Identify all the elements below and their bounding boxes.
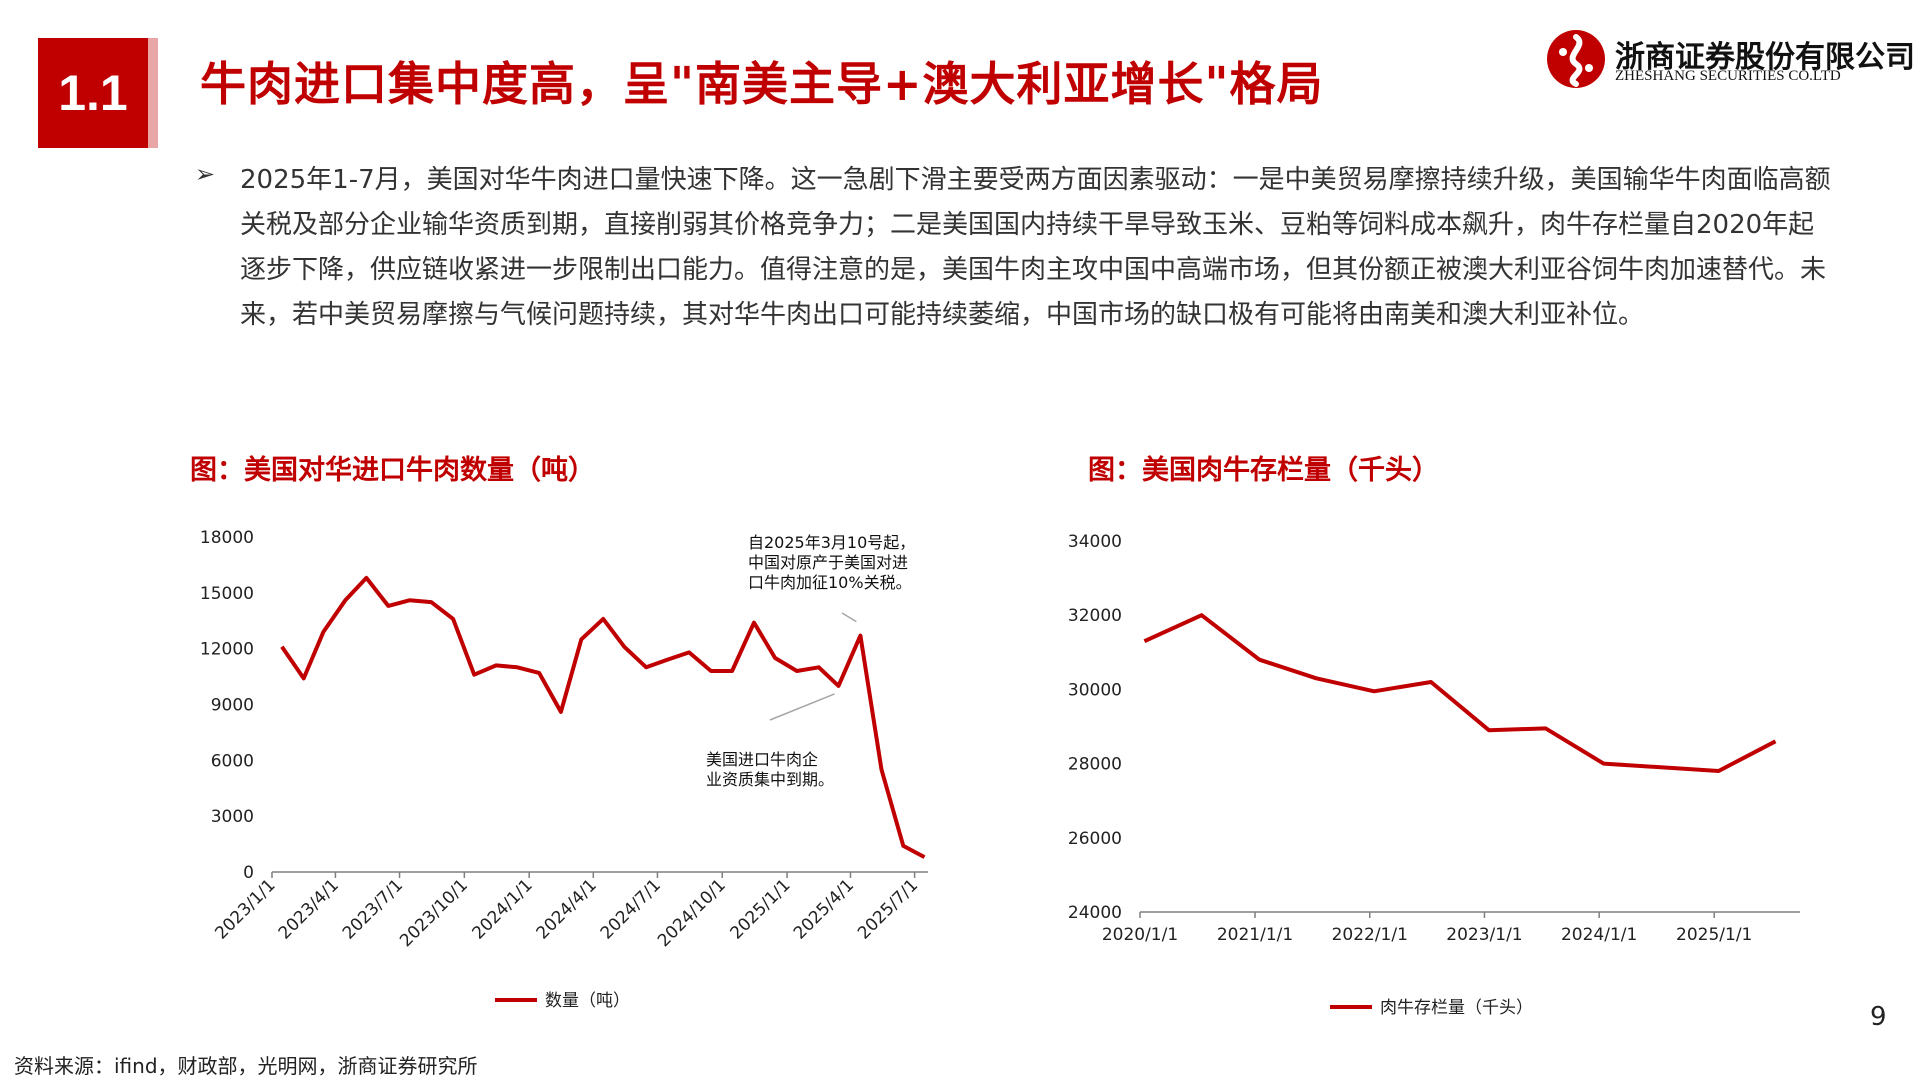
chart2-y-tick-0: 24000 xyxy=(1068,903,1122,923)
chart2-y-tick-3: 30000 xyxy=(1068,680,1122,700)
chart1-annotation-qualification-line-0: 美国进口牛肉企 xyxy=(706,750,818,769)
chart2-legend-label: 肉牛存栏量（千头） xyxy=(1380,998,1533,1018)
chart1-y-tick-6: 18000 xyxy=(200,528,254,548)
chart2-x-tick-2: 2022/1/1 xyxy=(1332,925,1408,945)
section-number: 1.1 xyxy=(58,65,128,121)
chart1-annotation-tariff-line-2: 口牛肉加征10%关税。 xyxy=(748,573,912,592)
chart2-x-tick-1: 2021/1/1 xyxy=(1217,925,1293,945)
page-title: 牛肉进口集中度高，呈"南美主导+澳大利亚增长"格局 xyxy=(200,57,1324,111)
section-badge: 1.1 xyxy=(38,38,148,148)
chart1-x-tick-9: 2025/4/1 xyxy=(790,875,858,943)
zheshang-logo-icon xyxy=(1547,30,1605,88)
chart2-y-tick-2: 28000 xyxy=(1068,755,1122,775)
chart1-legend-label: 数量（吨） xyxy=(545,991,630,1011)
chart2-x-tick-0: 2020/1/1 xyxy=(1102,925,1178,945)
chart2-x-tick-4: 2024/1/1 xyxy=(1561,925,1637,945)
logo-english-name: ZHESHANG SECURITIES CO.LTD xyxy=(1615,68,1841,84)
chart1-x-tick-5: 2024/4/1 xyxy=(533,875,601,943)
chart1-y-tick-0: 0 xyxy=(243,863,254,883)
chart1-y-tick-5: 15000 xyxy=(200,584,254,604)
chart2-y-tick-4: 32000 xyxy=(1068,606,1122,626)
source-note: 资料来源：ifind，财政部，光明网，浙商证券研究所 xyxy=(14,1054,478,1078)
chart1-y-tick-3: 9000 xyxy=(211,696,254,716)
chart1-x-tick-7: 2024/10/1 xyxy=(654,875,730,951)
page-number: 9 xyxy=(1870,1002,1887,1032)
chart1-y-tick-1: 3000 xyxy=(211,807,254,827)
body-paragraph: 2025年1-7月，美国对华牛肉进口量快速下降。这一急剧下滑主要受两方面因素驱动… xyxy=(240,165,1831,330)
chart1-annotation-tariff-line-0: 自2025年3月10号起， xyxy=(748,533,915,552)
logo-chinese-name: 浙商证券股份有限公司 xyxy=(1615,40,1915,75)
chart1-y-tick-2: 6000 xyxy=(211,751,254,771)
chart1-annotation-tariff-line-1: 中国对原产于美国对进 xyxy=(748,553,908,572)
chart1-annotation-qualification-leader xyxy=(769,693,835,721)
chart2-y-tick-5: 34000 xyxy=(1068,532,1122,552)
chart1-x-tick-4: 2024/1/1 xyxy=(469,875,537,943)
chart2-series-line xyxy=(1143,613,1777,773)
chart2-x-tick-5: 2025/1/1 xyxy=(1676,925,1752,945)
section-badge-accent xyxy=(148,38,158,148)
chart1-x-tick-6: 2024/7/1 xyxy=(597,875,665,943)
chart1-x-tick-1: 2023/4/1 xyxy=(275,875,343,943)
chart1-title: 图：美国对华进口牛肉数量（吨） xyxy=(190,455,595,486)
chart2-y-tick-1: 26000 xyxy=(1068,829,1122,849)
chart1-y-tick-4: 12000 xyxy=(200,640,254,660)
chart1-x-tick-8: 2025/1/1 xyxy=(726,875,794,943)
chart1-x-tick-3: 2023/10/1 xyxy=(396,875,472,951)
chart1-x-tick-10: 2025/7/1 xyxy=(854,875,922,943)
chart1-annotation-qualification-line-1: 业资质集中到期。 xyxy=(706,770,834,789)
chart1-x-tick-2: 2023/7/1 xyxy=(339,875,407,943)
chart2-x-tick-3: 2023/1/1 xyxy=(1446,925,1522,945)
chart1-series-line xyxy=(280,575,926,859)
company-logo: 浙商证券股份有限公司 ZHESHANG SECURITIES CO.LTD xyxy=(1545,28,1915,92)
chart2-cattle-inventory: 24000 26000 28000 30000 32000 34000 2020/1/1 20… xyxy=(1068,532,1800,1018)
chart1-x-tick-0: 2023/1/1 xyxy=(211,875,279,943)
chart1-imports: 03000600090001200015000180002023/1/12023… xyxy=(200,528,928,1011)
chart2-title: 图：美国肉牛存栏量（千头） xyxy=(1088,455,1439,486)
chart1-annotation-tariff-leader xyxy=(841,612,857,623)
bullet-arrow-icon: ➢ xyxy=(195,160,216,188)
